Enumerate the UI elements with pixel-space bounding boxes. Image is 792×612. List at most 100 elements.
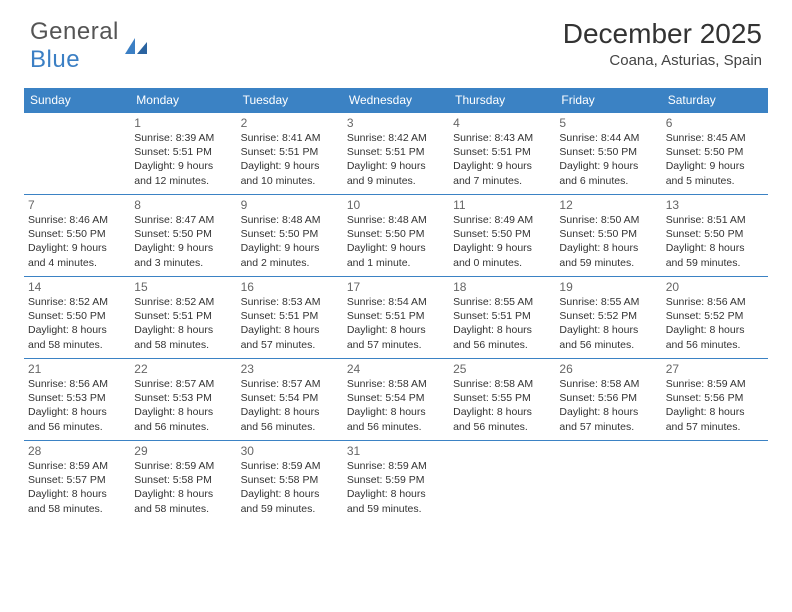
day-info: Sunrise: 8:58 AMSunset: 5:55 PMDaylight:…: [453, 377, 551, 434]
day-cell: 28Sunrise: 8:59 AMSunset: 5:57 PMDayligh…: [24, 441, 130, 523]
day-number: 11: [453, 198, 551, 212]
day-cell: 14Sunrise: 8:52 AMSunset: 5:50 PMDayligh…: [24, 277, 130, 359]
day-info: Sunrise: 8:47 AMSunset: 5:50 PMDaylight:…: [134, 213, 232, 270]
day-info: Sunrise: 8:45 AMSunset: 5:50 PMDaylight:…: [666, 131, 764, 188]
day-number: 4: [453, 116, 551, 130]
day-info: Sunrise: 8:59 AMSunset: 5:59 PMDaylight:…: [347, 459, 445, 516]
day-info: Sunrise: 8:39 AMSunset: 5:51 PMDaylight:…: [134, 131, 232, 188]
day-number: 29: [134, 444, 232, 458]
calendar-body: 1Sunrise: 8:39 AMSunset: 5:51 PMDaylight…: [24, 113, 768, 523]
day-cell: 11Sunrise: 8:49 AMSunset: 5:50 PMDayligh…: [449, 195, 555, 277]
day-header: Tuesday: [237, 88, 343, 113]
day-number: 22: [134, 362, 232, 376]
brand-logo: General Blue: [30, 18, 149, 74]
day-number: 28: [28, 444, 126, 458]
day-number: 17: [347, 280, 445, 294]
title-block: December 2025 Coana, Asturias, Spain: [563, 18, 762, 69]
brand-part2: Blue: [30, 46, 80, 73]
day-header: Sunday: [24, 88, 130, 113]
day-cell: 7Sunrise: 8:46 AMSunset: 5:50 PMDaylight…: [24, 195, 130, 277]
calendar-row: 1Sunrise: 8:39 AMSunset: 5:51 PMDaylight…: [24, 113, 768, 195]
day-number: 27: [666, 362, 764, 376]
day-number: 20: [666, 280, 764, 294]
day-cell: 12Sunrise: 8:50 AMSunset: 5:50 PMDayligh…: [555, 195, 661, 277]
day-cell: 18Sunrise: 8:55 AMSunset: 5:51 PMDayligh…: [449, 277, 555, 359]
day-info: Sunrise: 8:57 AMSunset: 5:54 PMDaylight:…: [241, 377, 339, 434]
day-cell: 31Sunrise: 8:59 AMSunset: 5:59 PMDayligh…: [343, 441, 449, 523]
day-info: Sunrise: 8:49 AMSunset: 5:50 PMDaylight:…: [453, 213, 551, 270]
day-cell: 3Sunrise: 8:42 AMSunset: 5:51 PMDaylight…: [343, 113, 449, 195]
day-cell: 23Sunrise: 8:57 AMSunset: 5:54 PMDayligh…: [237, 359, 343, 441]
day-info: Sunrise: 8:56 AMSunset: 5:53 PMDaylight:…: [28, 377, 126, 434]
day-cell: 15Sunrise: 8:52 AMSunset: 5:51 PMDayligh…: [130, 277, 236, 359]
day-number: 19: [559, 280, 657, 294]
day-info: Sunrise: 8:55 AMSunset: 5:51 PMDaylight:…: [453, 295, 551, 352]
brand-text: General Blue: [30, 18, 119, 74]
day-number: 18: [453, 280, 551, 294]
day-cell: 16Sunrise: 8:53 AMSunset: 5:51 PMDayligh…: [237, 277, 343, 359]
day-cell: 4Sunrise: 8:43 AMSunset: 5:51 PMDaylight…: [449, 113, 555, 195]
day-header: Thursday: [449, 88, 555, 113]
day-info: Sunrise: 8:56 AMSunset: 5:52 PMDaylight:…: [666, 295, 764, 352]
day-number: 21: [28, 362, 126, 376]
day-header-row: SundayMondayTuesdayWednesdayThursdayFrid…: [24, 88, 768, 113]
day-cell: 19Sunrise: 8:55 AMSunset: 5:52 PMDayligh…: [555, 277, 661, 359]
day-number: 5: [559, 116, 657, 130]
day-number: 12: [559, 198, 657, 212]
day-info: Sunrise: 8:42 AMSunset: 5:51 PMDaylight:…: [347, 131, 445, 188]
day-info: Sunrise: 8:55 AMSunset: 5:52 PMDaylight:…: [559, 295, 657, 352]
day-number: 6: [666, 116, 764, 130]
day-info: Sunrise: 8:52 AMSunset: 5:50 PMDaylight:…: [28, 295, 126, 352]
calendar-table: SundayMondayTuesdayWednesdayThursdayFrid…: [24, 88, 768, 523]
day-cell: 2Sunrise: 8:41 AMSunset: 5:51 PMDaylight…: [237, 113, 343, 195]
day-info: Sunrise: 8:58 AMSunset: 5:54 PMDaylight:…: [347, 377, 445, 434]
day-cell: 1Sunrise: 8:39 AMSunset: 5:51 PMDaylight…: [130, 113, 236, 195]
day-number: 30: [241, 444, 339, 458]
day-number: 3: [347, 116, 445, 130]
day-info: Sunrise: 8:44 AMSunset: 5:50 PMDaylight:…: [559, 131, 657, 188]
day-info: Sunrise: 8:59 AMSunset: 5:56 PMDaylight:…: [666, 377, 764, 434]
header: General Blue December 2025 Coana, Asturi…: [0, 0, 792, 82]
day-number: 1: [134, 116, 232, 130]
day-header: Saturday: [662, 88, 768, 113]
day-cell: 8Sunrise: 8:47 AMSunset: 5:50 PMDaylight…: [130, 195, 236, 277]
day-number: 10: [347, 198, 445, 212]
day-number: 16: [241, 280, 339, 294]
day-info: Sunrise: 8:51 AMSunset: 5:50 PMDaylight:…: [666, 213, 764, 270]
empty-cell: [555, 441, 661, 523]
day-info: Sunrise: 8:48 AMSunset: 5:50 PMDaylight:…: [241, 213, 339, 270]
day-info: Sunrise: 8:46 AMSunset: 5:50 PMDaylight:…: [28, 213, 126, 270]
day-cell: 9Sunrise: 8:48 AMSunset: 5:50 PMDaylight…: [237, 195, 343, 277]
day-cell: 20Sunrise: 8:56 AMSunset: 5:52 PMDayligh…: [662, 277, 768, 359]
empty-cell: [662, 441, 768, 523]
day-number: 25: [453, 362, 551, 376]
day-info: Sunrise: 8:57 AMSunset: 5:53 PMDaylight:…: [134, 377, 232, 434]
day-info: Sunrise: 8:59 AMSunset: 5:58 PMDaylight:…: [134, 459, 232, 516]
calendar-row: 21Sunrise: 8:56 AMSunset: 5:53 PMDayligh…: [24, 359, 768, 441]
day-info: Sunrise: 8:50 AMSunset: 5:50 PMDaylight:…: [559, 213, 657, 270]
day-cell: 13Sunrise: 8:51 AMSunset: 5:50 PMDayligh…: [662, 195, 768, 277]
day-cell: 30Sunrise: 8:59 AMSunset: 5:58 PMDayligh…: [237, 441, 343, 523]
day-info: Sunrise: 8:43 AMSunset: 5:51 PMDaylight:…: [453, 131, 551, 188]
sail-icon: [123, 36, 149, 56]
calendar-row: 28Sunrise: 8:59 AMSunset: 5:57 PMDayligh…: [24, 441, 768, 523]
empty-cell: [24, 113, 130, 195]
day-cell: 26Sunrise: 8:58 AMSunset: 5:56 PMDayligh…: [555, 359, 661, 441]
calendar-row: 14Sunrise: 8:52 AMSunset: 5:50 PMDayligh…: [24, 277, 768, 359]
day-number: 7: [28, 198, 126, 212]
day-number: 13: [666, 198, 764, 212]
day-cell: 5Sunrise: 8:44 AMSunset: 5:50 PMDaylight…: [555, 113, 661, 195]
day-info: Sunrise: 8:59 AMSunset: 5:57 PMDaylight:…: [28, 459, 126, 516]
day-header: Friday: [555, 88, 661, 113]
day-cell: 10Sunrise: 8:48 AMSunset: 5:50 PMDayligh…: [343, 195, 449, 277]
day-cell: 6Sunrise: 8:45 AMSunset: 5:50 PMDaylight…: [662, 113, 768, 195]
calendar-row: 7Sunrise: 8:46 AMSunset: 5:50 PMDaylight…: [24, 195, 768, 277]
day-info: Sunrise: 8:59 AMSunset: 5:58 PMDaylight:…: [241, 459, 339, 516]
location-text: Coana, Asturias, Spain: [563, 52, 762, 69]
day-cell: 24Sunrise: 8:58 AMSunset: 5:54 PMDayligh…: [343, 359, 449, 441]
day-info: Sunrise: 8:54 AMSunset: 5:51 PMDaylight:…: [347, 295, 445, 352]
day-number: 26: [559, 362, 657, 376]
day-number: 31: [347, 444, 445, 458]
day-number: 14: [28, 280, 126, 294]
day-cell: 22Sunrise: 8:57 AMSunset: 5:53 PMDayligh…: [130, 359, 236, 441]
